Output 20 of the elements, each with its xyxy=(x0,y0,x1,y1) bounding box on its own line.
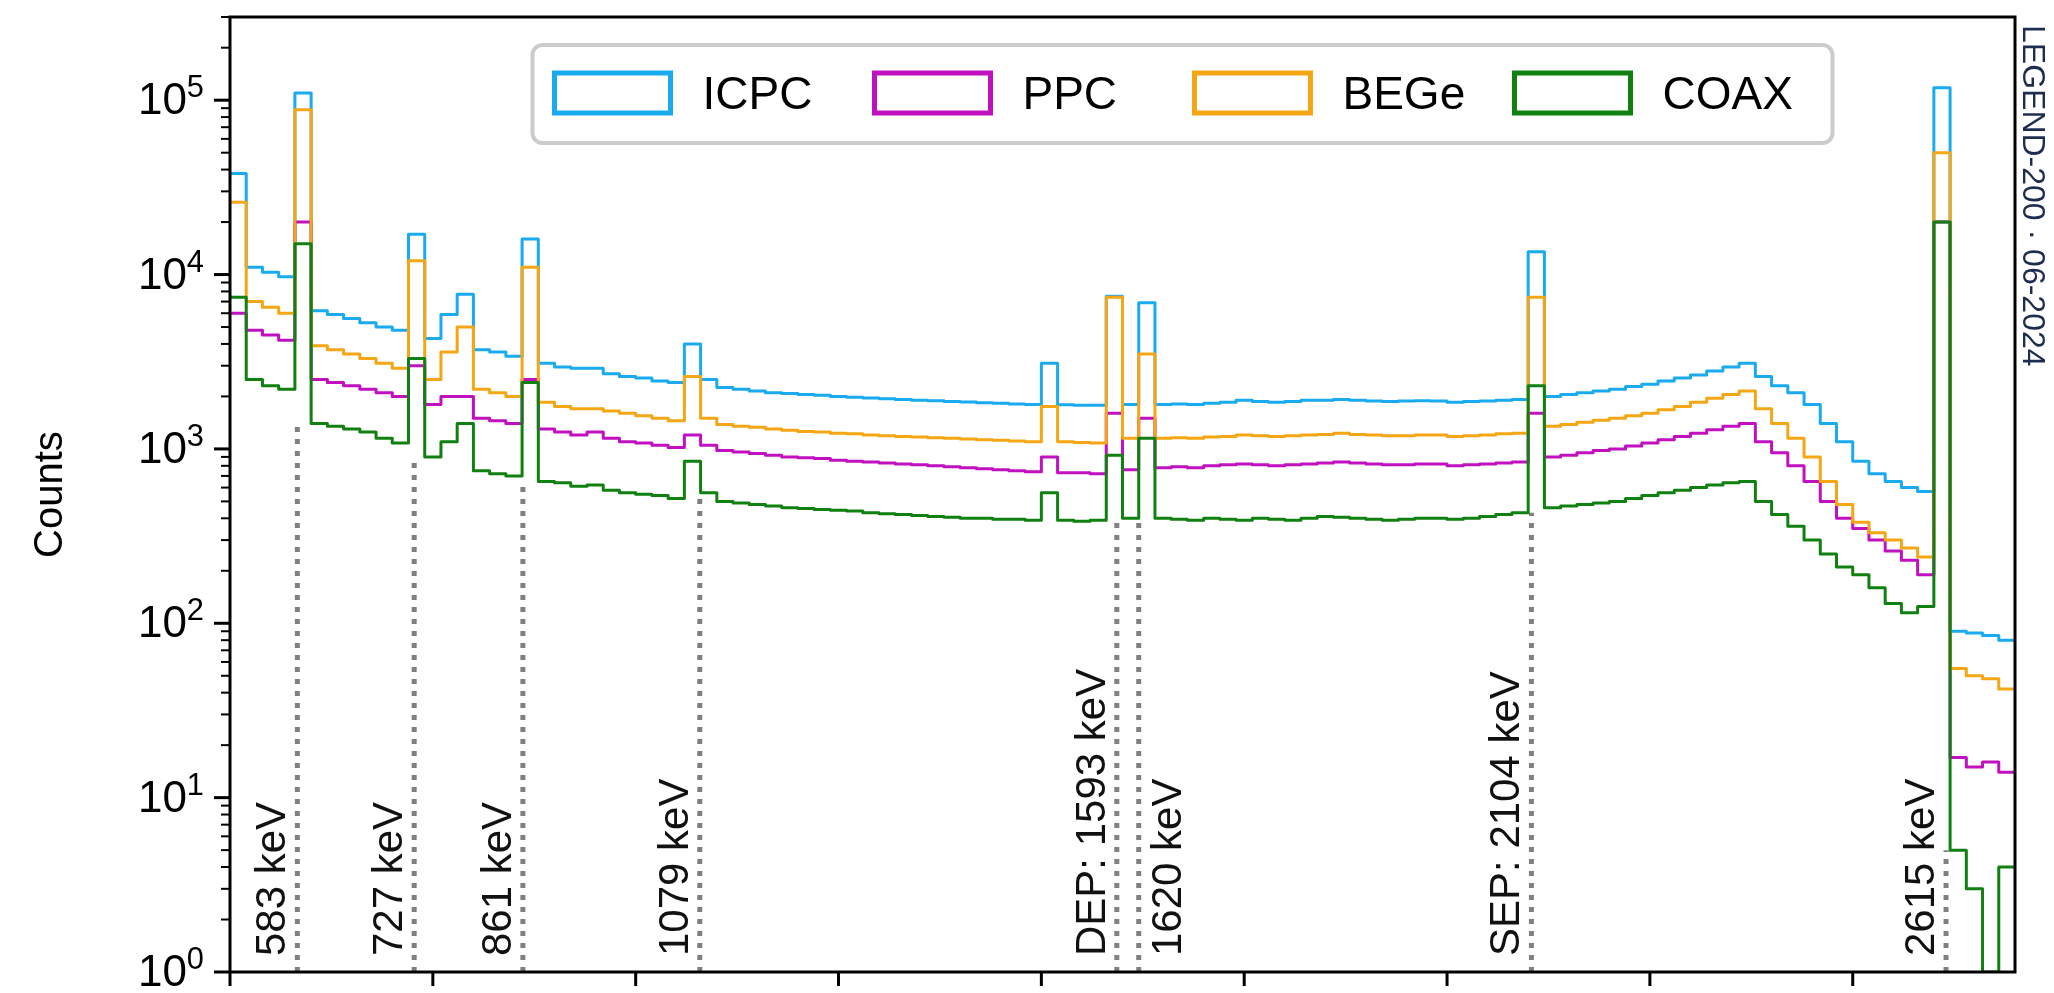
ref-line-label: SEP: 2104 keV xyxy=(1481,671,1529,956)
ref-line-label: DEP: 1593 keV xyxy=(1066,668,1114,956)
y-axis-title: Counts xyxy=(26,431,70,558)
legend-label: COAX xyxy=(1662,67,1793,119)
ref-line-label: 861 keV xyxy=(472,801,520,956)
ref-line-label: 1620 keV xyxy=(1142,778,1190,956)
y-tick-label: 10$^{3}$ xyxy=(137,417,204,472)
y-tick-label: 10$^{1}$ xyxy=(137,766,204,821)
ref-line-label: 1079 keV xyxy=(649,778,697,956)
y-tick-label: 10$^{5}$ xyxy=(137,68,204,124)
ref-line-label: 2615 keV xyxy=(1896,778,1944,956)
y-tick-label: 10$^{4}$ xyxy=(137,243,204,298)
legend-label: BEGe xyxy=(1342,67,1466,119)
legend-label: ICPC xyxy=(702,67,813,119)
y-tick-label: 10$^{0}$ xyxy=(137,940,204,993)
ref-line-label: 583 keV xyxy=(247,801,295,956)
y-tick-label: 10$^{2}$ xyxy=(137,591,204,647)
text: LEGEND-200 · 06-2024 xyxy=(2016,25,2052,367)
ref-line-label: 727 keV xyxy=(364,801,412,956)
legend-label: PPC xyxy=(1022,67,1118,119)
